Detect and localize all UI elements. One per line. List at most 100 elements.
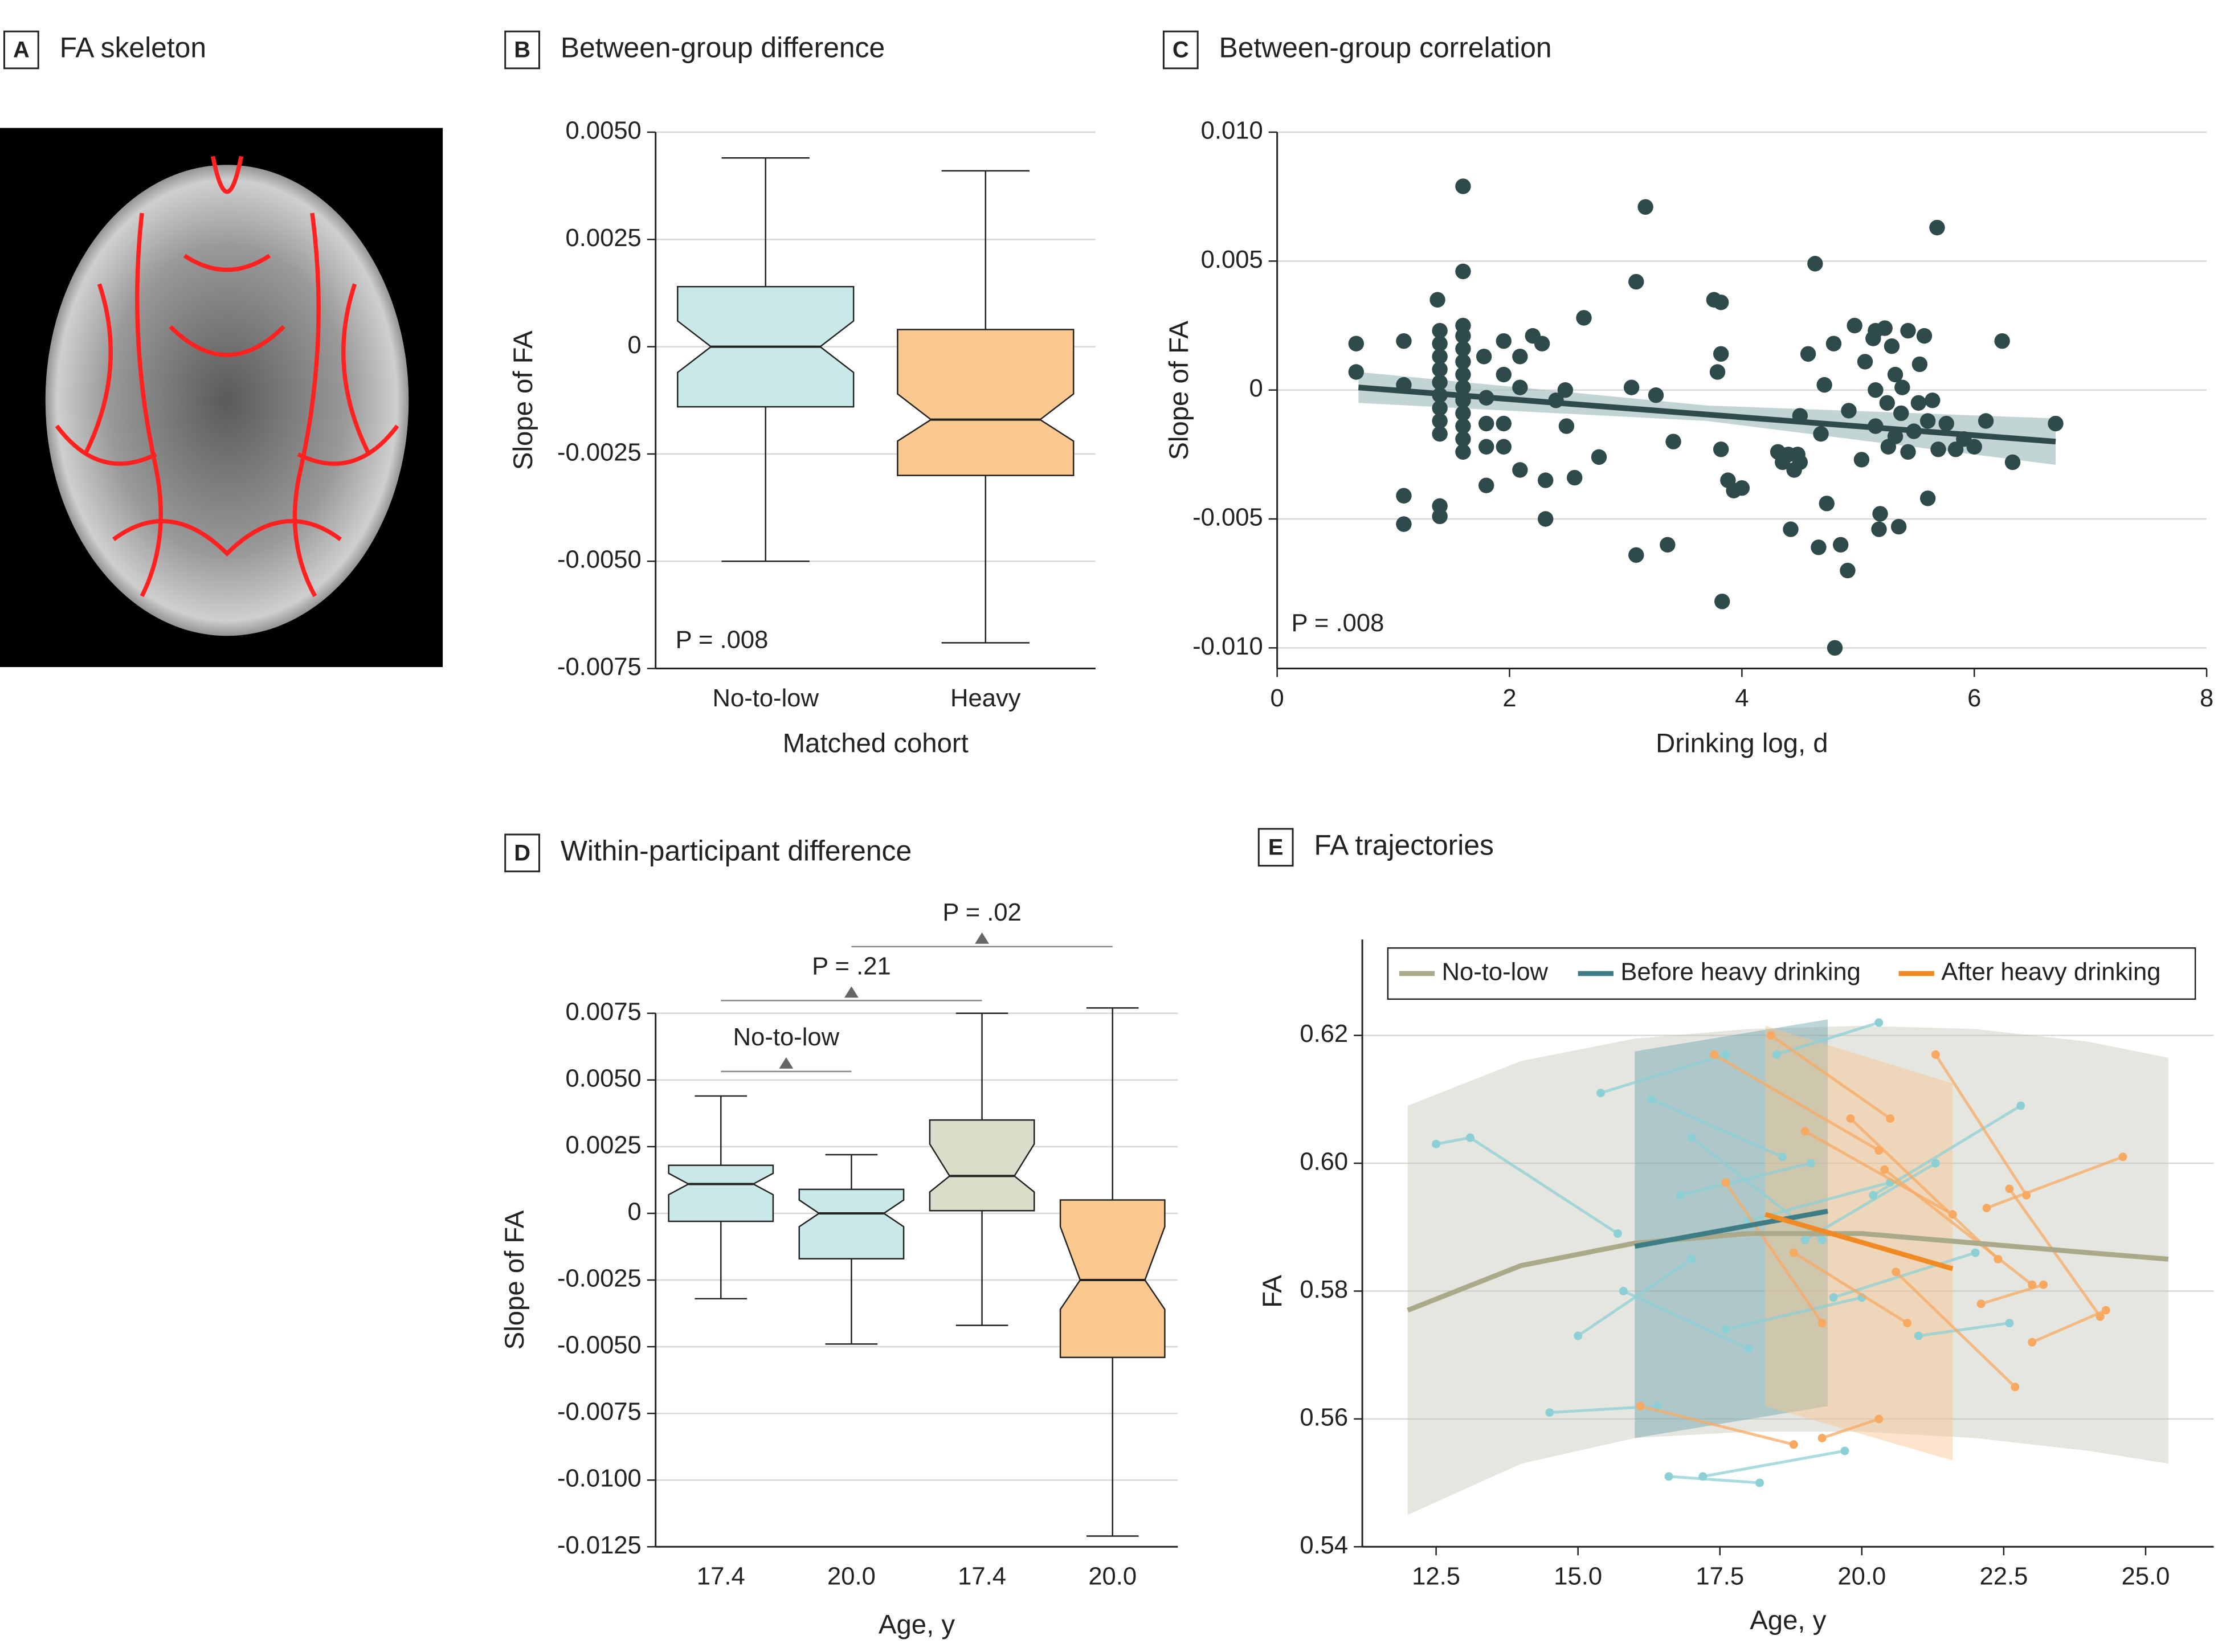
point	[1432, 508, 1448, 525]
x-tick-label: 20.0	[1837, 1563, 1886, 1590]
trajectory-point	[2039, 1280, 2048, 1289]
point	[1496, 333, 1512, 349]
panel-label: C	[1173, 38, 1189, 63]
point	[1925, 392, 1941, 408]
x-axis-title: Age, y	[1750, 1605, 1826, 1635]
point	[1734, 480, 1750, 496]
trajectory-point	[1817, 1319, 1827, 1328]
x-tick-label: 0	[1271, 685, 1284, 712]
y-tick-label: 0.010	[1201, 117, 1263, 145]
point	[1455, 263, 1471, 280]
panel-label-box	[1257, 828, 1294, 867]
fit-line	[1358, 385, 2056, 445]
trajectory-point	[1755, 1478, 1764, 1487]
point	[1910, 395, 1927, 411]
point	[1476, 349, 1492, 365]
point	[1496, 415, 1512, 432]
trajectory-point	[1596, 1089, 1606, 1098]
point	[1868, 382, 1884, 398]
box	[897, 329, 1075, 476]
point	[1713, 441, 1729, 457]
trajectory	[1821, 1417, 1880, 1440]
point	[1966, 439, 1982, 455]
point	[1713, 295, 1729, 310]
panel-title: Between-group difference	[561, 32, 885, 64]
x-tick-label: 17.4	[697, 1563, 745, 1590]
trajectory	[1918, 1322, 2010, 1338]
panel-label-box	[504, 833, 540, 873]
point	[1628, 273, 1644, 290]
point	[1478, 439, 1494, 455]
x-tick-label: 8	[2200, 685, 2213, 712]
trajectory-point	[1800, 1236, 1809, 1245]
y-axis-title: Slope of FA	[1164, 321, 1194, 460]
box	[798, 1188, 905, 1260]
point	[1884, 338, 1900, 354]
point	[1847, 317, 1862, 334]
trajectory-point	[1789, 1440, 1798, 1449]
point	[1783, 521, 1799, 537]
panel-title: Between-group correlation	[1219, 32, 1552, 64]
point	[1432, 426, 1448, 442]
point	[1512, 349, 1528, 365]
comparison-label: P = .02	[942, 899, 1022, 926]
trajectory	[1651, 1098, 1783, 1159]
trajectory-point	[1931, 1050, 1940, 1059]
brain	[45, 165, 409, 636]
point	[1558, 418, 1575, 434]
point	[1919, 413, 1936, 429]
panel-label: E	[1268, 835, 1284, 860]
trajectory-point	[1636, 1401, 1645, 1410]
point	[1938, 415, 1954, 432]
point	[1840, 562, 1856, 579]
point	[1887, 428, 1904, 444]
x-tick-label: 20.0	[827, 1563, 876, 1590]
trajectory-point	[1892, 1267, 1901, 1277]
comparison-label: No-to-low	[733, 1024, 840, 1051]
legend-box	[1387, 947, 2196, 1000]
point	[1432, 336, 1448, 351]
point	[1648, 387, 1664, 403]
trajectory-point	[1653, 1401, 1662, 1410]
point	[1432, 400, 1448, 416]
point	[1900, 444, 1916, 460]
trajectory-point	[1772, 1050, 1781, 1059]
y-tick-label: 0.0050	[566, 117, 642, 145]
trajectory	[1469, 1136, 1619, 1235]
point	[1429, 292, 1445, 308]
point	[1879, 395, 1895, 411]
fa-skeleton	[183, 253, 271, 272]
trajectory-point	[1647, 1095, 1656, 1104]
trajectory	[1884, 1168, 2033, 1286]
point	[1432, 413, 1448, 429]
point	[1665, 434, 1681, 449]
trajectory	[1833, 1251, 1976, 1299]
point	[1557, 382, 1574, 398]
trajectory-point	[1710, 1050, 1719, 1059]
point	[1567, 469, 1583, 486]
trajectory-point	[1789, 1248, 1798, 1257]
x-axis-title: Drinking log, d	[1656, 729, 1828, 759]
trajectory	[1792, 1251, 1908, 1324]
trajectory-point	[1800, 1127, 1809, 1136]
trajectory-point	[1817, 1434, 1827, 1442]
trajectory-point	[2005, 1319, 2014, 1328]
trajectory	[1600, 1053, 1726, 1094]
point	[1512, 462, 1528, 478]
fa-skeleton	[83, 283, 113, 456]
point	[1841, 403, 1857, 419]
x-tick-label: No-to-low	[713, 685, 819, 712]
point	[1833, 537, 1849, 553]
fa-skeleton	[292, 212, 321, 598]
point	[1660, 537, 1676, 553]
p-value: P = .008	[1292, 610, 1384, 637]
trajectory-point	[1976, 1299, 1986, 1308]
panel-label-box	[3, 30, 39, 69]
panel-title: Within-participant difference	[561, 835, 912, 866]
trajectory-point	[1613, 1229, 1622, 1238]
x-tick-label: 17.5	[1696, 1563, 1744, 1590]
trajectory-point	[1931, 1159, 1940, 1168]
y-tick-label: 0.0050	[566, 1065, 642, 1092]
trajectory-point	[1880, 1165, 1889, 1174]
y-axis-title: FA	[1257, 1275, 1288, 1308]
